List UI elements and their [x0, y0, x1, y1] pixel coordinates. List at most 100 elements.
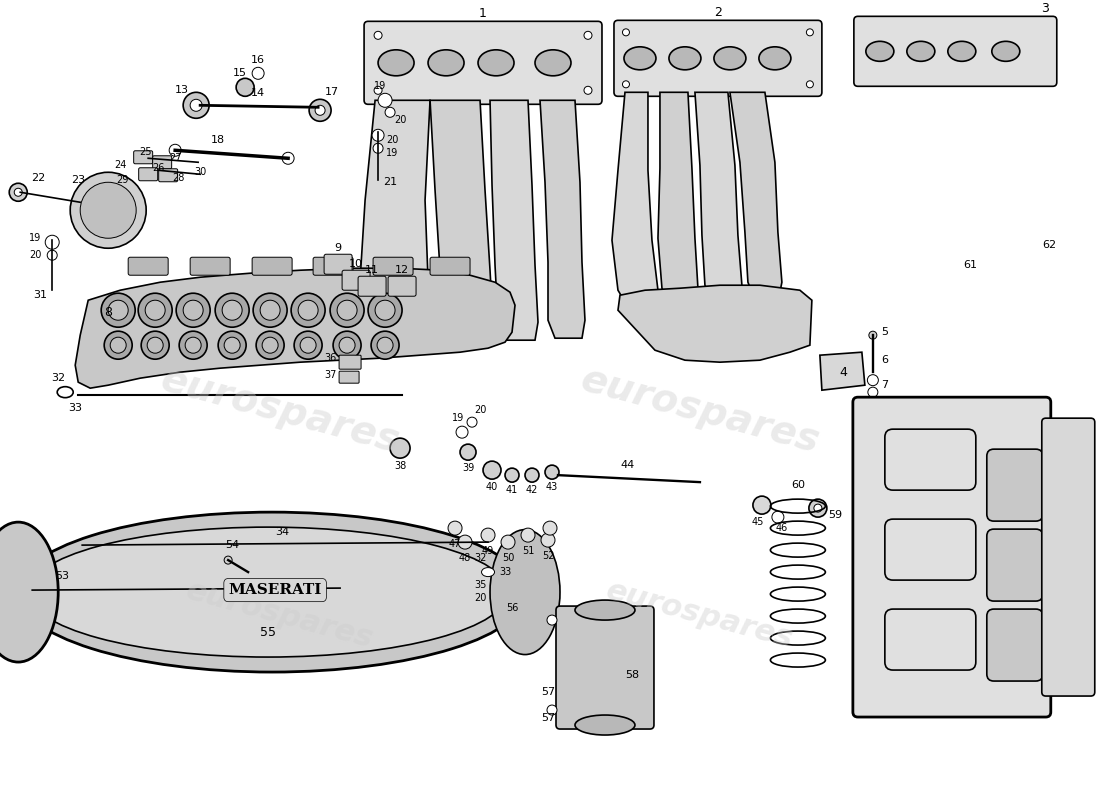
Circle shape [190, 99, 202, 111]
Text: 20: 20 [474, 405, 486, 415]
Circle shape [179, 331, 207, 359]
FancyBboxPatch shape [339, 355, 361, 369]
Text: 45: 45 [751, 517, 764, 527]
FancyBboxPatch shape [852, 397, 1050, 717]
Text: 37: 37 [323, 370, 337, 380]
Circle shape [505, 468, 519, 482]
Circle shape [110, 337, 126, 353]
Text: 19: 19 [386, 148, 398, 158]
Circle shape [262, 337, 278, 353]
Circle shape [176, 294, 210, 327]
Circle shape [868, 387, 878, 397]
Circle shape [224, 556, 232, 564]
Circle shape [260, 300, 280, 320]
Circle shape [339, 337, 355, 353]
Circle shape [14, 188, 22, 196]
FancyBboxPatch shape [364, 22, 602, 104]
Polygon shape [430, 100, 493, 342]
Text: 40: 40 [486, 482, 498, 492]
Text: 19: 19 [452, 413, 464, 423]
Text: 58: 58 [625, 670, 639, 680]
Ellipse shape [18, 512, 527, 672]
Circle shape [141, 331, 169, 359]
Circle shape [101, 294, 135, 327]
Text: 25: 25 [139, 147, 152, 158]
Text: 2: 2 [714, 6, 722, 19]
Circle shape [374, 86, 382, 94]
Circle shape [448, 521, 462, 535]
Text: 22: 22 [31, 174, 45, 183]
Circle shape [236, 78, 254, 96]
Text: eurospares: eurospares [184, 576, 377, 654]
Circle shape [806, 81, 813, 88]
Circle shape [147, 337, 163, 353]
FancyBboxPatch shape [987, 609, 1043, 681]
Text: 50: 50 [502, 553, 514, 563]
FancyBboxPatch shape [252, 258, 293, 275]
Circle shape [333, 331, 361, 359]
Polygon shape [540, 100, 585, 338]
Text: 60: 60 [791, 480, 805, 490]
Text: 8: 8 [104, 306, 112, 318]
Ellipse shape [378, 50, 414, 76]
Circle shape [145, 300, 165, 320]
Ellipse shape [57, 386, 74, 398]
Polygon shape [612, 92, 658, 310]
Polygon shape [360, 100, 434, 345]
Text: 56: 56 [506, 603, 518, 613]
Text: 7: 7 [881, 380, 889, 390]
Text: 10: 10 [349, 259, 363, 270]
Circle shape [252, 67, 264, 79]
Circle shape [481, 528, 495, 542]
Circle shape [623, 29, 629, 36]
Circle shape [337, 300, 358, 320]
Text: MASERATI: MASERATI [229, 583, 322, 597]
Text: 43: 43 [546, 482, 558, 492]
Text: 38: 38 [394, 461, 406, 471]
Text: 48: 48 [459, 553, 471, 563]
FancyBboxPatch shape [134, 150, 153, 164]
Circle shape [752, 496, 771, 514]
Text: 33: 33 [68, 403, 82, 413]
Circle shape [292, 294, 326, 327]
Text: 32: 32 [474, 553, 486, 563]
Circle shape [9, 183, 28, 202]
Text: 14: 14 [251, 88, 265, 98]
Circle shape [458, 535, 472, 549]
Ellipse shape [490, 530, 560, 654]
Polygon shape [730, 92, 782, 302]
Text: 16: 16 [251, 55, 265, 66]
Circle shape [256, 331, 284, 359]
Circle shape [547, 705, 557, 715]
Text: 33: 33 [499, 567, 512, 577]
FancyBboxPatch shape [359, 276, 386, 296]
Text: eurospares: eurospares [603, 576, 796, 654]
Text: 52: 52 [542, 551, 554, 561]
Ellipse shape [714, 47, 746, 70]
Circle shape [294, 331, 322, 359]
FancyBboxPatch shape [854, 16, 1057, 86]
Circle shape [544, 465, 559, 479]
Ellipse shape [428, 50, 464, 76]
FancyBboxPatch shape [430, 258, 470, 275]
FancyBboxPatch shape [129, 258, 168, 275]
Ellipse shape [948, 42, 976, 62]
Circle shape [868, 374, 879, 386]
Text: 19: 19 [29, 234, 42, 243]
FancyBboxPatch shape [987, 449, 1043, 521]
Text: 42: 42 [526, 485, 538, 495]
Text: 24: 24 [114, 160, 126, 170]
FancyBboxPatch shape [342, 270, 370, 290]
Circle shape [521, 528, 535, 542]
Ellipse shape [575, 600, 635, 620]
Text: 20: 20 [394, 115, 406, 126]
Text: 57: 57 [541, 687, 556, 697]
Circle shape [222, 300, 242, 320]
Circle shape [460, 444, 476, 460]
Text: 5: 5 [881, 327, 889, 337]
Text: 27: 27 [169, 154, 182, 163]
Polygon shape [75, 268, 515, 388]
Circle shape [483, 461, 500, 479]
Ellipse shape [482, 567, 495, 577]
Text: 55: 55 [260, 626, 276, 638]
